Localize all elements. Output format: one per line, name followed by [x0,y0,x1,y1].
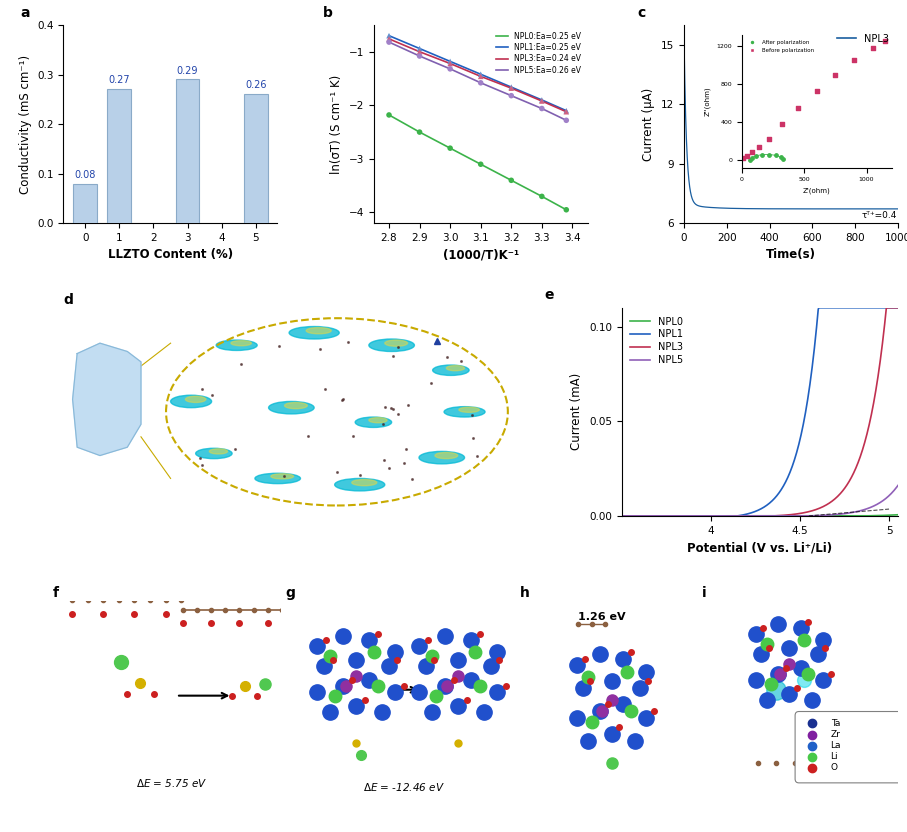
Polygon shape [73,343,141,456]
X-axis label: Potential (V vs. Li⁺/Li): Potential (V vs. Li⁺/Li) [688,541,833,554]
Ellipse shape [231,340,251,346]
Text: f: f [53,586,59,600]
Point [413,126,427,139]
Point [504,82,519,95]
Text: e: e [544,289,554,303]
Point [504,174,519,187]
Point [473,77,488,90]
Point [504,89,519,102]
Ellipse shape [352,479,376,486]
Legend: NPL0:Ea=0.25 eV, NPL1:Ea=0.25 eV, NPL3:Ea=0.24 eV, NPL5:Ea=0.26 eV: NPL0:Ea=0.25 eV, NPL1:Ea=0.25 eV, NPL3:E… [493,29,584,77]
Point [443,141,457,155]
Y-axis label: Conductivity (mS cm⁻¹): Conductivity (mS cm⁻¹) [19,54,32,194]
Text: O: O [831,763,838,772]
Text: a: a [21,6,30,20]
Ellipse shape [196,448,232,458]
Point [443,57,457,70]
Bar [73,184,97,223]
Text: τᵀ⁺=0.4: τᵀ⁺=0.4 [862,211,897,220]
Text: $\Delta E$ = 5.75 eV: $\Delta E$ = 5.75 eV [136,777,208,789]
Text: 0.29: 0.29 [177,66,199,76]
Point [382,108,396,121]
Point [413,42,427,55]
Ellipse shape [459,407,480,413]
Ellipse shape [255,473,300,483]
Point [382,29,396,42]
X-axis label: LLZTO Content (%): LLZTO Content (%) [108,249,233,261]
Point [473,70,488,83]
Point [473,157,488,171]
Ellipse shape [419,452,464,464]
Text: Ta: Ta [831,719,840,728]
Text: La: La [831,741,841,750]
Ellipse shape [216,340,258,350]
Ellipse shape [385,340,407,346]
Text: h: h [520,586,530,600]
Point [534,93,549,106]
Text: i: i [702,586,707,600]
Text: 0.08: 0.08 [74,170,96,180]
Ellipse shape [335,478,385,491]
Bar [107,89,132,223]
Ellipse shape [433,365,469,375]
Ellipse shape [444,407,485,417]
Point [559,104,573,117]
Y-axis label: ln(σT) (S cm⁻¹ K): ln(σT) (S cm⁻¹ K) [330,74,343,174]
X-axis label: (1000/T)K⁻¹: (1000/T)K⁻¹ [443,249,519,261]
Point [559,114,573,127]
Point [413,45,427,58]
Y-axis label: Current (μA): Current (μA) [642,87,656,161]
Point [534,94,549,107]
Bar [176,80,200,223]
Ellipse shape [356,417,392,428]
Point [534,190,549,203]
Text: 0.27: 0.27 [109,76,130,86]
Ellipse shape [435,453,458,458]
Ellipse shape [185,396,206,403]
Ellipse shape [446,365,464,371]
Legend: NPL0, NPL1, NPL3, NPL5: NPL0, NPL1, NPL3, NPL5 [627,313,687,369]
Point [382,36,396,49]
Ellipse shape [285,403,307,409]
Ellipse shape [369,418,387,423]
Point [504,81,519,94]
Point [382,32,396,46]
Bar [244,94,268,223]
Point [534,102,549,115]
Ellipse shape [271,473,294,479]
Text: g: g [285,586,295,600]
Text: $\Delta E$ = -12.46 eV: $\Delta E$ = -12.46 eV [363,780,444,793]
Text: d: d [63,293,73,307]
Text: b: b [322,6,332,20]
Text: c: c [637,6,645,20]
X-axis label: Time(s): Time(s) [766,249,816,261]
Ellipse shape [171,395,211,408]
Point [473,67,488,81]
Point [413,49,427,62]
Text: Li: Li [831,752,838,761]
Text: 0.26: 0.26 [245,81,267,91]
Y-axis label: Current (mA): Current (mA) [571,374,583,450]
Ellipse shape [268,401,314,414]
Point [559,203,573,216]
Text: 1.26 eV: 1.26 eV [578,612,626,622]
Ellipse shape [210,448,228,454]
Point [443,55,457,68]
Point [559,105,573,118]
FancyBboxPatch shape [795,711,905,783]
Text: Zr: Zr [831,730,841,739]
Point [443,62,457,76]
Ellipse shape [307,328,331,334]
Legend: NPL3: NPL3 [833,30,893,47]
Ellipse shape [289,326,339,339]
Ellipse shape [369,339,414,351]
